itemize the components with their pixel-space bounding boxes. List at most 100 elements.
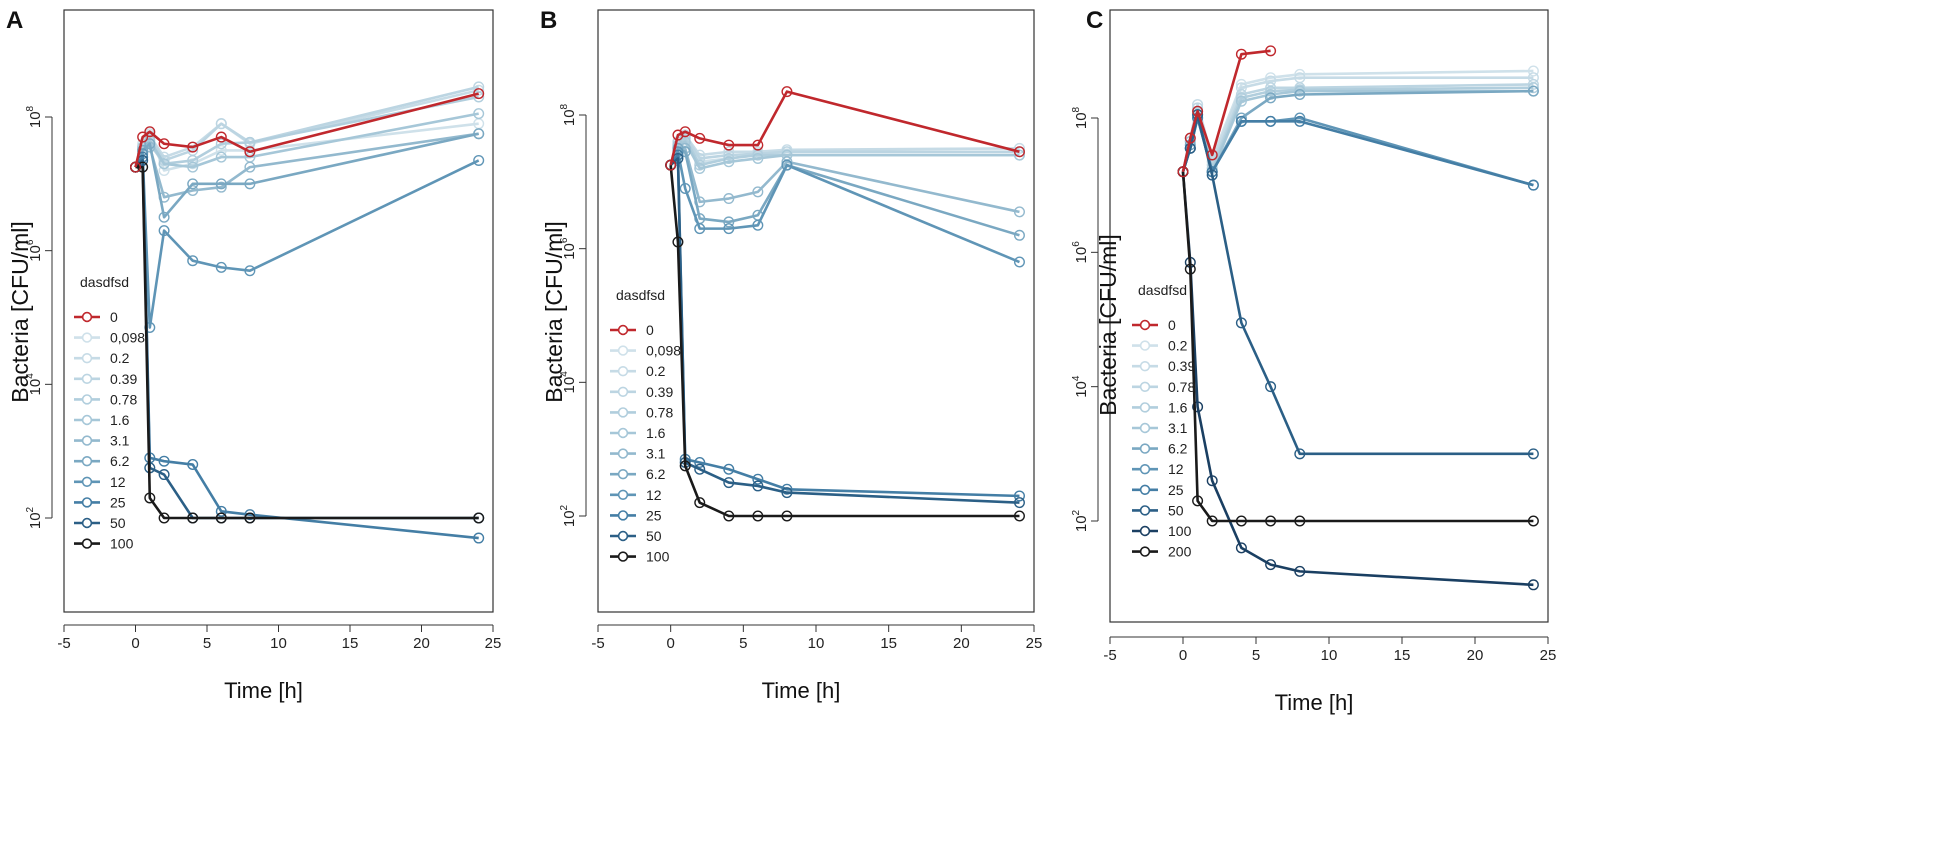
legend-swatch-marker [1139,361,1151,372]
legend-item-label: 12 [110,474,126,490]
plot-frame [1109,9,1549,623]
data-point [1294,515,1306,527]
data-point [215,178,227,190]
legend: dasdfsd 0 0,098 0.2 0.39 0.78 1.6 3.1 6.2 12 25 50 1… [74,274,145,552]
series-25 [665,149,1025,502]
data-point [723,152,735,164]
data-point [752,139,764,151]
data-point [158,455,170,467]
legend-item-label: 200 [1168,544,1192,560]
legend-item-label: 0,098 [110,330,145,346]
data-point [1294,115,1306,127]
data-point [1235,317,1247,329]
legend-item-label: 50 [646,528,662,544]
data-point [679,146,691,158]
y-tick-label: 108 [559,103,578,126]
data-point [144,138,156,150]
x-tick-label: 15 [342,635,359,652]
y-tick-exponent: 8 [1071,106,1082,112]
data-point [752,480,764,492]
data-point [723,223,735,235]
y-tick-label: 106 [1071,241,1090,264]
legend: dasdfsd 0 0.2 0.39 0.78 1.6 3.1 6.2 12 25 50 100 200 [1132,282,1195,560]
data-point [694,497,706,509]
data-point [1527,579,1539,591]
legend-swatch-marker [617,510,629,521]
data-point [1294,68,1306,80]
legend-item-label: 3.1 [646,446,666,462]
data-point [1265,115,1277,127]
series-line [1181,171,1534,523]
data-point [679,183,691,195]
data-point [473,84,485,96]
series-line [669,150,1020,264]
y-axis-title: Bacteria [CFU/ml] [541,221,567,402]
x-tick-label: 10 [270,635,287,652]
x-tick-label: 5 [1252,647,1260,664]
data-point [752,510,764,522]
legend-item-label: 0.2 [1168,338,1188,354]
legend-item-label: 0.2 [646,363,666,379]
series-12 [129,148,485,334]
x-tick-label: 25 [1026,635,1043,652]
legend-item-label: 0,098 [646,343,681,359]
series-100 [665,159,1025,522]
panel-letter: A [6,7,23,34]
legend-swatch-marker [81,311,93,323]
data-point [1294,112,1306,124]
legend-swatch-marker [81,517,93,529]
legend-item-label: 6.2 [1168,441,1188,457]
data-point [723,463,735,475]
series-line [669,153,1020,498]
x-tick-label: 20 [1467,647,1484,664]
data-point [694,463,706,475]
legend-item-label: 0 [110,309,118,325]
data-point [1013,490,1025,502]
data-point [694,132,706,144]
legend-item-label: 0.78 [1168,379,1195,395]
data-point [723,193,735,205]
legend-item-label: 0.78 [646,404,673,420]
y-tick-label: 106 [559,237,578,260]
data-point [672,236,684,248]
series-line [669,157,1020,504]
data-point [473,88,485,100]
data-point [215,144,227,156]
data-point [158,469,170,481]
legend-title: dasdfsd [80,274,129,290]
data-point [1527,65,1539,77]
data-point [144,492,156,504]
data-point [694,162,706,174]
data-point [215,505,227,517]
x-tick-label: 20 [413,635,430,652]
data-point [1192,401,1204,413]
series-0 [665,86,1025,171]
series-line [669,90,1020,166]
legend-swatch-marker [617,345,629,356]
legend-swatch-marker [1139,546,1151,557]
data-point [1265,85,1277,97]
legend-title: dasdfsd [616,287,665,303]
data-point [781,159,793,171]
x-tick-label: 10 [1321,647,1338,664]
data-point [679,126,691,138]
y-tick-label: 104 [25,373,44,396]
legend-item-label: 0 [646,322,654,338]
legend-item-label: 100 [1168,523,1192,539]
data-point [1265,559,1277,571]
data-point [473,91,485,103]
legend: dasdfsd 0 0,098 0.2 0.39 0.78 1.6 3.1 6.2 12 25 50 1… [610,287,681,565]
data-point [1013,149,1025,161]
data-point [1184,263,1196,275]
series-line [135,165,479,520]
series-100 [1177,166,1539,591]
legend-item-label: 100 [110,536,134,552]
x-tick-label: 5 [203,635,211,652]
data-point [158,154,170,166]
series-0 [1177,45,1277,178]
data-point [1294,448,1306,460]
data-point [215,151,227,163]
data-point [723,139,735,151]
